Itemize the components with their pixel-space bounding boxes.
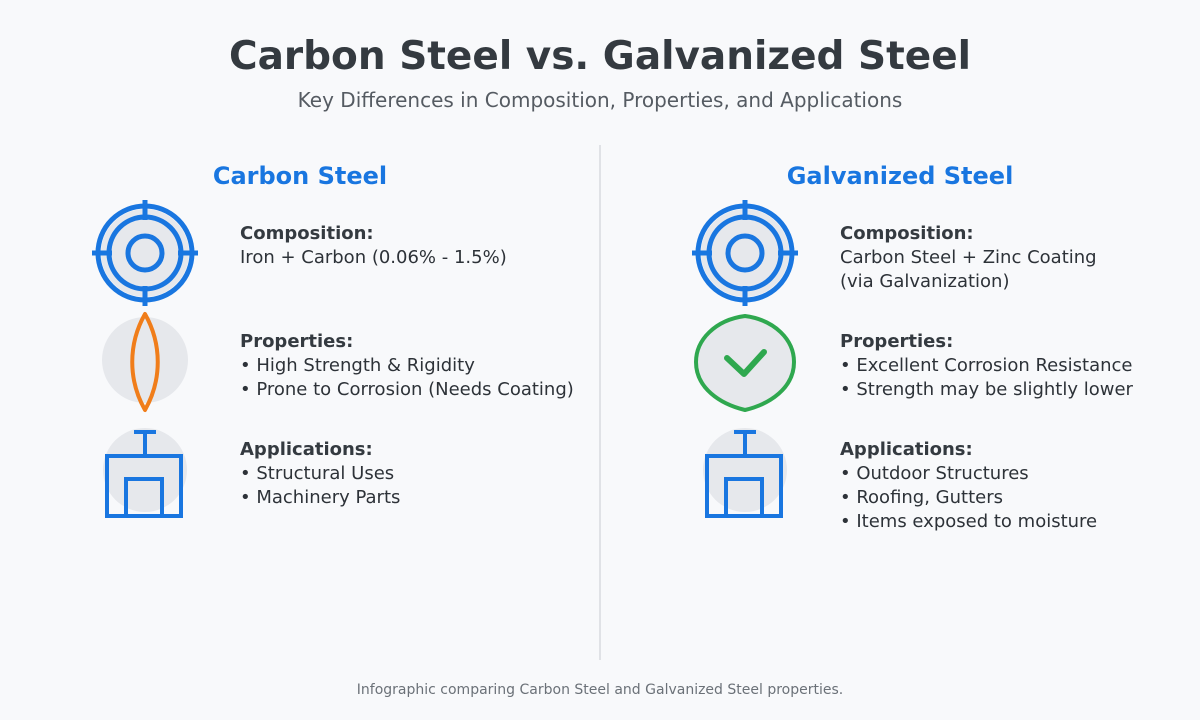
properties-label: Properties: (840, 331, 954, 352)
building-icon (703, 428, 787, 518)
applications-label: Applications: (840, 439, 973, 460)
galvanized-applications: Applications: • Outdoor Structures • Roo… (840, 438, 1097, 534)
property-item: • Excellent Corrosion Resistance (840, 355, 1133, 376)
property-item: • Prone to Corrosion (Needs Coating) (240, 379, 574, 400)
property-item: • High Strength & Rigidity (240, 355, 475, 376)
galvanized-steel-heading: Galvanized Steel (786, 162, 1014, 190)
carbon-applications: Applications: • Structural Uses • Machin… (240, 438, 400, 510)
carbon-composition: Composition: Iron + Carbon (0.06% - 1.5%… (240, 222, 507, 270)
application-item: • Roofing, Gutters (840, 487, 1004, 508)
composition-label: Composition: (240, 223, 374, 244)
page-title: Carbon Steel vs. Galvanized Steel (228, 34, 972, 79)
page-subtitle: Key Differences in Composition, Properti… (297, 88, 903, 112)
composition-line: Carbon Steel + Zinc Coating (840, 247, 1097, 268)
application-item: • Items exposed to moisture (840, 511, 1098, 532)
flame-icon (102, 312, 188, 412)
properties-label: Properties: (240, 331, 354, 352)
applications-label: Applications: (240, 439, 373, 460)
column-divider (599, 145, 601, 660)
composition-line: (via Galvanization) (840, 271, 1010, 292)
carbon-steel-heading: Carbon Steel (212, 162, 388, 190)
application-item: • Structural Uses (240, 463, 395, 484)
composition-label: Composition: (840, 223, 974, 244)
application-item: • Machinery Parts (240, 487, 401, 508)
carbon-properties: Properties: • High Strength & Rigidity •… (240, 330, 574, 402)
steel-section-icon (692, 200, 798, 306)
application-item: • Outdoor Structures (840, 463, 1029, 484)
checkmark-shield-icon (693, 313, 797, 413)
property-item: • Strength may be slightly lower (840, 379, 1133, 400)
building-icon (103, 428, 187, 518)
composition-line: Iron + Carbon (0.06% - 1.5%) (240, 247, 507, 268)
steel-section-icon (92, 200, 198, 306)
footer-caption: Infographic comparing Carbon Steel and G… (356, 682, 844, 698)
galvanized-properties: Properties: • Excellent Corrosion Resist… (840, 330, 1133, 402)
galvanized-composition: Composition: Carbon Steel + Zinc Coating… (840, 222, 1097, 294)
